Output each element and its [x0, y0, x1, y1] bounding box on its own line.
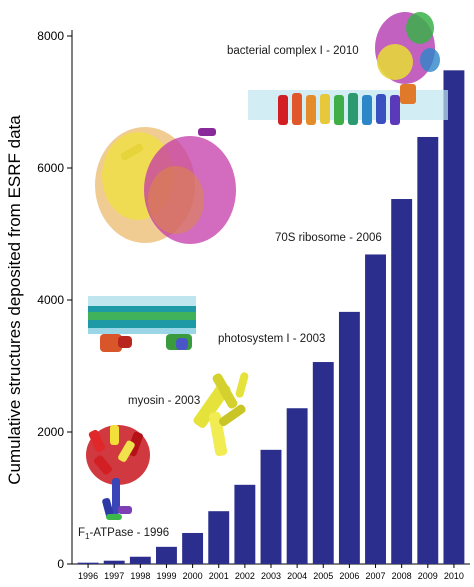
bar-2007 [365, 254, 386, 564]
x-tick-label-2001: 2001 [209, 571, 229, 581]
x-tick-label-2002: 2002 [235, 571, 255, 581]
annotation-atpase: F1-ATPase - 1996 [78, 527, 169, 541]
y-tick-label: 0 [57, 557, 64, 571]
bar-1998 [129, 556, 151, 564]
y-ticks: 0 2000 4000 6000 8000 [37, 29, 72, 571]
x-tick-label-2004: 2004 [287, 571, 307, 581]
y-tick-label: 4000 [37, 293, 64, 307]
bar-1999 [156, 546, 177, 564]
x-tick-label-1998: 1998 [130, 571, 150, 581]
y-tick-label: 8000 [37, 29, 64, 43]
bar-2008 [391, 199, 413, 564]
x-tick-label-2008: 2008 [392, 571, 412, 581]
x-tick-label-2007: 2007 [366, 571, 386, 581]
myosin-structure-image [193, 372, 249, 457]
bar-2009 [417, 136, 439, 565]
bar-2003 [260, 449, 282, 564]
bar-2010 [443, 70, 465, 564]
complex-i-structure-image [248, 12, 448, 125]
x-tick-label-1996: 1996 [78, 571, 98, 581]
x-tick-label-1997: 1997 [104, 571, 124, 581]
x-ticks: 1996 1997 1998 1999 2000 2001 2002 2003 2004 2005… [78, 564, 464, 581]
x-tick-label-2005: 2005 [313, 571, 333, 581]
annotation-complex-i: bacterial complex I - 2010 [227, 45, 359, 57]
ribosome-structure-image [95, 127, 236, 244]
x-tick-label-2010: 2010 [444, 571, 464, 581]
annotation-photosystem: photosystem I - 2003 [218, 333, 325, 345]
y-axis-label: Cumulative structures deposited from ESR… [5, 115, 24, 485]
x-tick-label-2003: 2003 [261, 571, 281, 581]
bar-1997 [103, 560, 125, 564]
bar-2002 [234, 484, 256, 564]
x-tick-label-2009: 2009 [418, 571, 438, 581]
bar-2001 [208, 511, 230, 564]
bar-2000 [182, 532, 204, 564]
y-tick-label: 6000 [37, 161, 64, 175]
bars [77, 70, 465, 565]
x-tick-label-2000: 2000 [183, 571, 203, 581]
y-tick-label: 2000 [37, 425, 64, 439]
annotation-ribosome: 70S ribosome - 2006 [275, 232, 382, 244]
x-tick-label-2006: 2006 [339, 571, 359, 581]
bar-2006 [338, 311, 360, 564]
annotation-myosin: myosin - 2003 [128, 395, 200, 407]
bar-1996 [77, 562, 99, 564]
photosystem-structure-image [88, 296, 196, 352]
x-tick-label-1999: 1999 [156, 571, 176, 581]
bar-2005 [312, 362, 334, 564]
atpase-structure-image [86, 425, 150, 520]
bar-2004 [286, 408, 308, 564]
